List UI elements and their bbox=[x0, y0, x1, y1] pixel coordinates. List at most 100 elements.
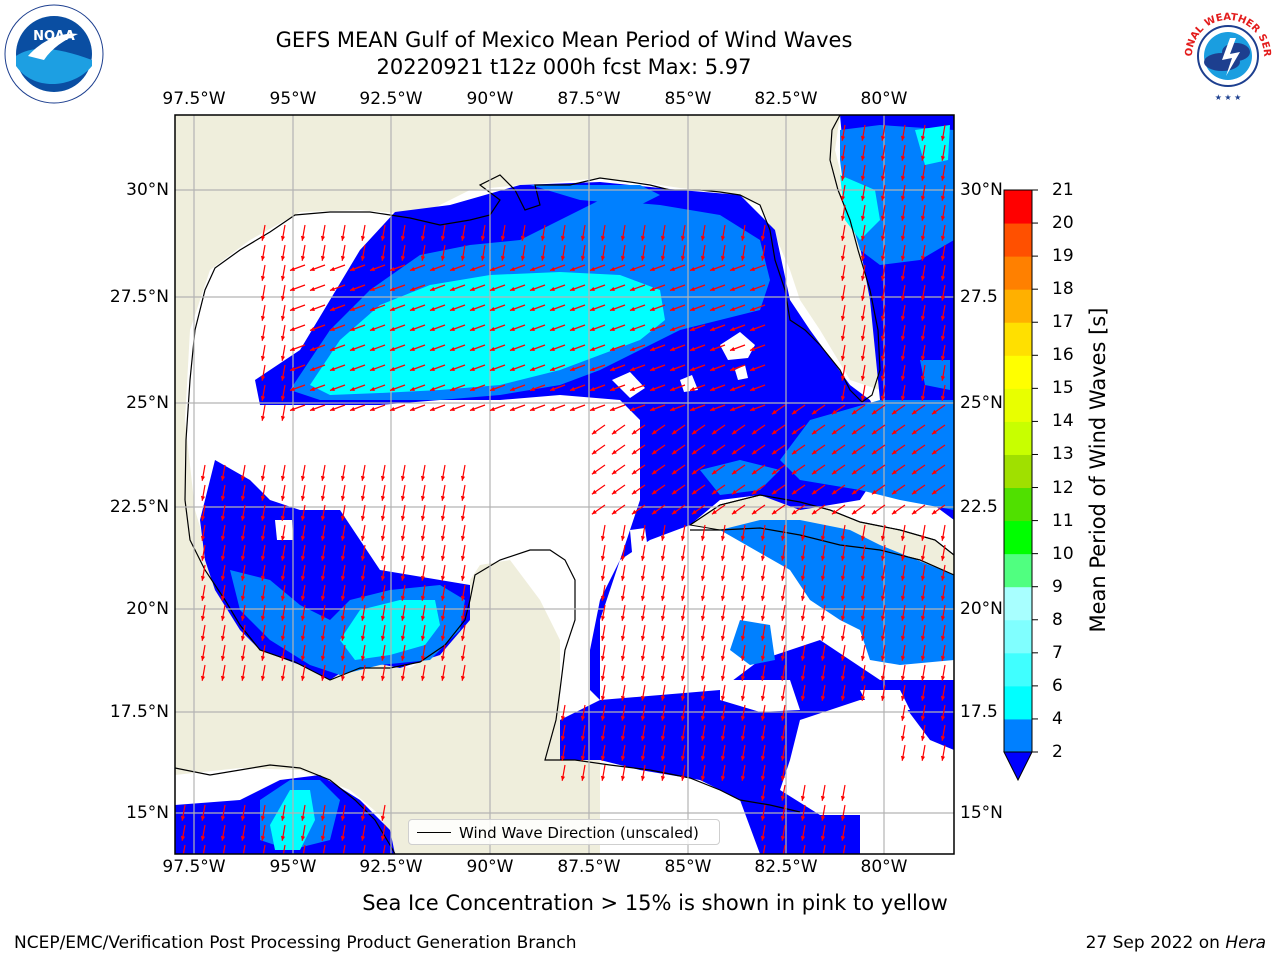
wave-direction-arrowhead bbox=[710, 286, 715, 291]
wave-direction-arrow bbox=[342, 844, 346, 854]
wave-direction-arrowhead bbox=[600, 235, 606, 241]
wave-direction-arrowhead bbox=[700, 555, 706, 561]
wave-direction-arrowhead bbox=[560, 735, 566, 741]
wave-direction-arrowhead bbox=[420, 575, 426, 581]
wave-direction-arrowhead bbox=[280, 275, 286, 281]
wave-direction-arrowhead bbox=[660, 235, 666, 241]
wave-direction-arrowhead bbox=[831, 449, 837, 455]
wave-direction-arrowhead bbox=[780, 795, 786, 801]
wave-direction-arrowhead bbox=[600, 635, 606, 641]
wave-direction-arrowhead bbox=[760, 655, 766, 661]
wave-direction-arrowhead bbox=[460, 615, 466, 621]
wave-direction-arrowhead bbox=[220, 495, 226, 501]
lon-label-top: 85°W bbox=[664, 89, 712, 109]
wave-direction-arrowhead bbox=[691, 469, 697, 475]
lat-label-left: 15°N bbox=[126, 803, 169, 823]
wave-direction-arrowhead bbox=[840, 315, 846, 321]
wave-direction-arrowhead bbox=[420, 615, 426, 621]
wave-direction-arrowhead bbox=[700, 615, 706, 621]
wave-direction-arrowhead bbox=[920, 615, 926, 621]
wave-direction-arrowhead bbox=[350, 406, 355, 411]
wave-direction-arrowhead bbox=[560, 755, 566, 761]
wave-direction-arrowhead bbox=[550, 406, 555, 411]
wave-direction-arrowhead bbox=[720, 675, 726, 681]
wave-direction-arrowhead bbox=[900, 695, 906, 701]
colorbar-tick-label: 9 bbox=[1052, 576, 1063, 597]
wave-direction-arrowhead bbox=[750, 406, 755, 411]
wave-direction-arrowhead bbox=[310, 386, 315, 391]
wave-direction-arrowhead bbox=[430, 366, 435, 371]
wave-direction-arrowhead bbox=[931, 489, 937, 495]
wave-direction-arrowhead bbox=[410, 286, 415, 291]
wave-direction-arrowhead bbox=[580, 235, 586, 241]
wave-direction-arrowhead bbox=[320, 495, 326, 501]
wave-direction-arrowhead bbox=[460, 575, 466, 581]
wave-direction-arrowhead bbox=[840, 835, 846, 841]
wave-direction-arrowhead bbox=[600, 555, 606, 561]
wave-direction-arrowhead bbox=[360, 475, 366, 481]
legend-line-swatch bbox=[417, 832, 451, 833]
wave-direction-arrowhead bbox=[670, 286, 675, 291]
wind-wave-direction-arrows bbox=[180, 124, 946, 854]
lon-label-top: 80°W bbox=[860, 89, 908, 109]
wave-direction-arrowhead bbox=[700, 775, 706, 781]
wave-direction-arrowhead bbox=[860, 155, 866, 161]
wave-direction-arrowhead bbox=[610, 306, 615, 311]
wave-direction-arrowhead bbox=[600, 575, 606, 581]
wave-direction-arrowhead bbox=[710, 326, 715, 331]
wave-direction-arrowhead bbox=[760, 575, 766, 581]
wave-direction-arrowhead bbox=[631, 509, 637, 515]
wave-direction-arrowhead bbox=[610, 266, 615, 271]
wave-direction-arrowhead bbox=[220, 475, 226, 481]
wave-direction-arrowhead bbox=[310, 306, 315, 311]
wave-direction-arrowhead bbox=[430, 386, 435, 391]
wave-direction-arrowhead bbox=[871, 509, 877, 515]
wave-direction-arrowhead bbox=[931, 509, 937, 515]
wave-direction-arrowhead bbox=[860, 395, 866, 401]
wave-direction-arrowhead bbox=[640, 575, 646, 581]
wave-direction-arrowhead bbox=[380, 515, 386, 521]
wave-direction-arrow bbox=[762, 844, 766, 854]
wave-direction-arrowhead bbox=[390, 266, 395, 271]
wave-direction-arrowhead bbox=[200, 615, 206, 621]
wave-direction-arrowhead bbox=[591, 429, 597, 435]
wave-direction-arrowhead bbox=[330, 306, 335, 311]
no-data-patches bbox=[275, 332, 910, 712]
wave-direction-arrowhead bbox=[440, 495, 446, 501]
wave-direction-arrowhead bbox=[730, 326, 735, 331]
wave-direction-arrowhead bbox=[710, 346, 715, 351]
wave-direction-arrowhead bbox=[630, 366, 635, 371]
wave-direction-arrowhead bbox=[360, 675, 366, 681]
wave-direction-arrowhead bbox=[380, 835, 386, 841]
wave-direction-arrowhead bbox=[671, 449, 677, 455]
wave-direction-arrowhead bbox=[740, 615, 746, 621]
wave-direction-arrowhead bbox=[940, 295, 946, 301]
wave-direction-arrowhead bbox=[310, 286, 315, 291]
wave-direction-arrowhead bbox=[860, 595, 866, 601]
wave-direction-arrowhead bbox=[811, 449, 817, 455]
wave-direction-arrowhead bbox=[680, 235, 686, 241]
wave-direction-arrowhead bbox=[240, 635, 246, 641]
wave-direction-arrowhead bbox=[560, 255, 566, 261]
wave-direction-arrowhead bbox=[570, 346, 575, 351]
wave-direction-arrowhead bbox=[591, 469, 597, 475]
wave-direction-arrowhead bbox=[940, 755, 946, 761]
wave-direction-arrowhead bbox=[771, 449, 777, 455]
lat-label-right: 27.5 bbox=[960, 287, 998, 307]
wave-direction-arrowhead bbox=[940, 275, 946, 281]
wave-direction-arrowhead bbox=[811, 509, 817, 515]
wave-direction-arrowhead bbox=[260, 255, 266, 261]
wave-direction-arrowhead bbox=[320, 515, 326, 521]
wave-direction-arrowhead bbox=[350, 326, 355, 331]
wave-direction-arrowhead bbox=[880, 655, 886, 661]
wave-direction-arrowhead bbox=[840, 615, 846, 621]
wave-direction-arrowhead bbox=[760, 615, 766, 621]
wave-direction-arrow bbox=[802, 844, 806, 854]
wave-direction-arrowhead bbox=[240, 495, 246, 501]
wave-direction-arrowhead bbox=[711, 429, 717, 435]
wave-direction-arrowhead bbox=[490, 406, 495, 411]
wave-direction-arrowhead bbox=[320, 615, 326, 621]
wave-direction-arrowhead bbox=[410, 306, 415, 311]
wave-direction-arrowhead bbox=[840, 375, 846, 381]
wave-direction-arrowhead bbox=[400, 575, 406, 581]
